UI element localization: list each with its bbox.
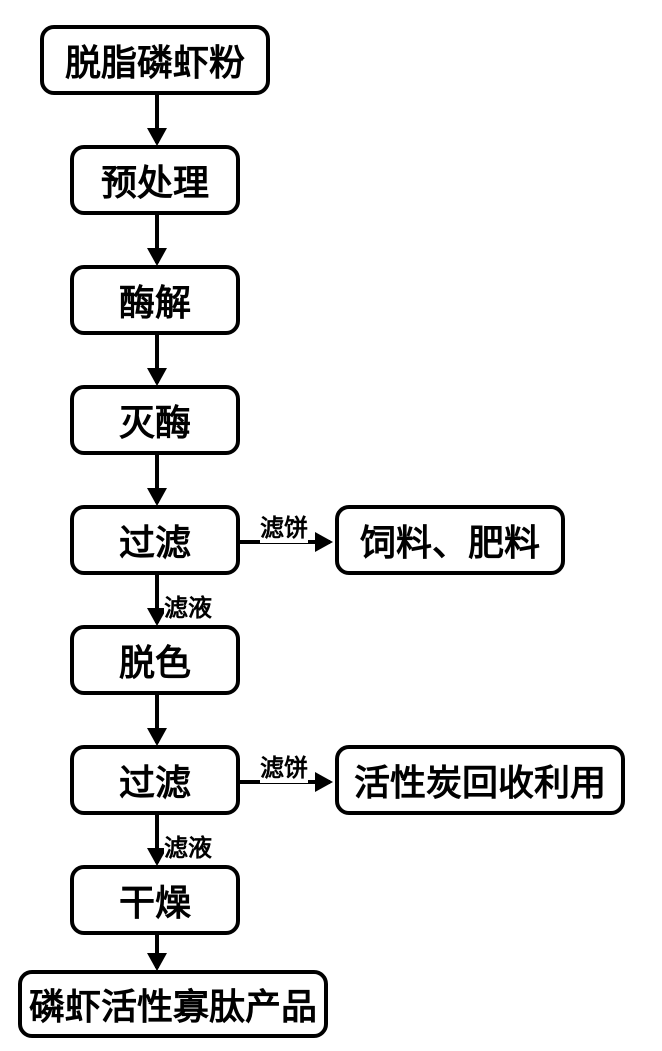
arrow-v [155, 695, 159, 743]
node-decolorize: 脱色 [70, 625, 240, 695]
arrow-v [155, 215, 159, 263]
arrow-v [155, 575, 159, 623]
arrow-v [155, 815, 159, 863]
node-enzymolysis: 酶解 [70, 265, 240, 335]
node-start: 脱脂磷虾粉 [40, 25, 270, 95]
arrow-v [155, 335, 159, 383]
edge-label-filtrate-2: 滤液 [164, 828, 212, 863]
node-filter-1: 过滤 [70, 505, 240, 575]
node-dry: 干燥 [70, 865, 240, 935]
node-preprocess: 预处理 [70, 145, 240, 215]
arrow-v [155, 935, 159, 968]
arrow-v [155, 455, 159, 503]
edge-label-cake-1: 滤饼 [260, 508, 308, 543]
arrow-v [155, 95, 159, 143]
node-product: 磷虾活性寡肽产品 [18, 970, 328, 1038]
node-filter-2: 过滤 [70, 745, 240, 815]
edge-label-filtrate-1: 滤液 [164, 588, 212, 623]
edge-label-cake-2: 滤饼 [260, 748, 308, 783]
node-carbon-recycle: 活性炭回收利用 [335, 745, 625, 815]
node-feed-fertilizer: 饲料、肥料 [335, 505, 565, 575]
node-deactivate: 灭酶 [70, 385, 240, 455]
